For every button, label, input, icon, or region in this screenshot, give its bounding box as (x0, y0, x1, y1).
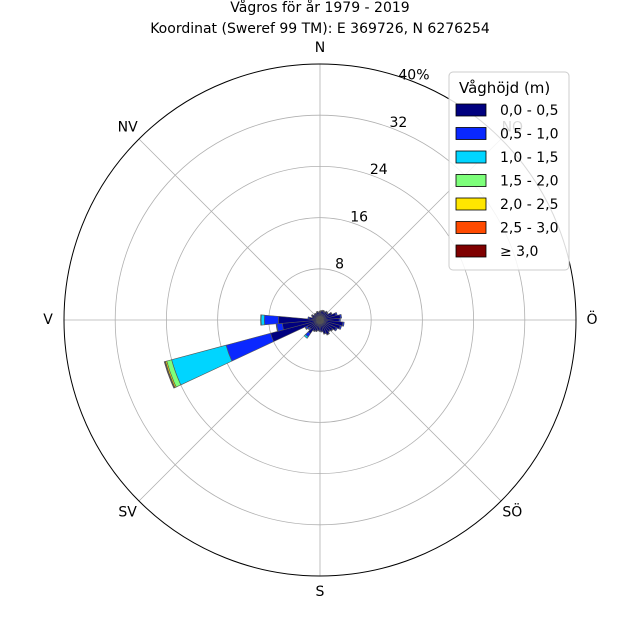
legend-title: Våghöjd (m) (459, 79, 550, 97)
legend-entry-label: 1,0 - 1,5 (500, 150, 558, 166)
rose-bar (323, 332, 327, 335)
rose-bar (315, 310, 319, 313)
rose-bar (338, 317, 341, 323)
legend-entry-label: 2,0 - 2,5 (500, 197, 558, 213)
grid-spoke (138, 319, 321, 502)
polar-grid (63, 63, 577, 577)
chart-title: Vågros för år 1979 - 2019 (230, 0, 409, 16)
rose-bar (264, 314, 279, 326)
rose-bar (320, 330, 324, 333)
direction-label: NV (118, 120, 138, 136)
grid-ring (165, 165, 475, 475)
direction-label: V (43, 312, 53, 328)
direction-label: Ö (586, 310, 597, 328)
direction-label: S (316, 584, 325, 600)
rose-bar (326, 332, 330, 336)
legend-swatch (455, 150, 487, 164)
radial-tick-label: 32 (389, 115, 407, 131)
rose-bar (317, 311, 320, 313)
grid-spoke (319, 319, 502, 502)
rose-bar (330, 328, 334, 332)
rose-bar (307, 316, 310, 320)
rose-bar (303, 334, 309, 339)
grid-spoke (138, 138, 321, 321)
grid-ring (114, 114, 526, 526)
legend: Våghöjd (m) 0,0 - 0,5 0,5 - 1,0 1,0 - 1,5 1,… (448, 71, 570, 271)
rose-bar (338, 325, 343, 330)
rose-bar (310, 314, 314, 317)
legend-entry-label: ≥ 3,0 (500, 244, 538, 260)
legend-box (448, 71, 570, 271)
legend-swatch (455, 221, 487, 234)
legend-swatch (455, 244, 487, 258)
rose-bar (163, 361, 175, 389)
rose-bar (341, 321, 345, 327)
legend-entry-label: 2,5 - 3,0 (500, 221, 558, 237)
direction-label: N (315, 40, 325, 56)
rose-sectors (163, 309, 345, 389)
rose-bar (260, 314, 262, 326)
rose-bar (171, 344, 233, 386)
rose-bar (318, 330, 322, 332)
radial-tick-label: 24 (370, 162, 388, 178)
outer-ring (63, 63, 577, 577)
radial-max-label: 40% (398, 67, 429, 83)
legend-swatch (455, 197, 487, 211)
direction-label: SV (118, 504, 137, 520)
rose-bar (313, 312, 317, 315)
legend-swatch (455, 127, 487, 140)
direction-label: SÖ (502, 502, 522, 520)
legend-entry-label: 0,0 - 0,5 (500, 103, 558, 119)
rose-bar (225, 332, 274, 362)
chart-subtitle: Koordinat (Sweref 99 TM): E 369726, N 62… (150, 21, 490, 37)
legend-entry-label: 1,5 - 2,0 (500, 174, 558, 190)
radial-tick-label: 8 (335, 257, 344, 273)
radial-tick-label: 16 (350, 209, 368, 225)
legend-entry-label: 0,5 - 1,0 (500, 127, 558, 143)
legend-swatch (455, 174, 487, 187)
rose-bar (260, 314, 265, 326)
rose-bar (334, 327, 338, 332)
legend-swatch (455, 103, 487, 117)
grid-ring (217, 217, 423, 423)
rose-bar (339, 314, 343, 319)
